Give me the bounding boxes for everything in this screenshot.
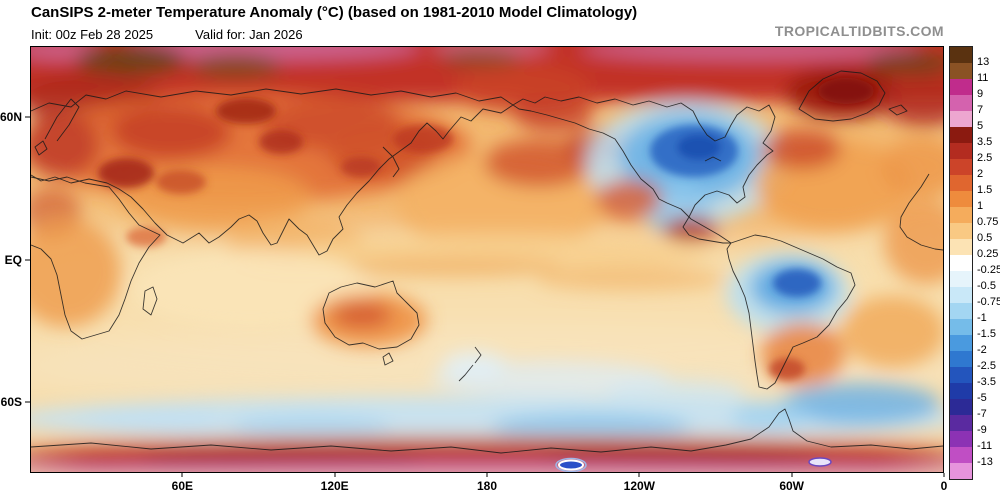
colorbar-cell: [950, 159, 972, 175]
lon-tick: [943, 473, 945, 477]
colorbar-tick-label: 0.25: [977, 248, 999, 260]
colorbar: [949, 46, 973, 480]
colorbar-cell: [950, 399, 972, 415]
run-info: Init: 00z Feb 28 2025 Valid for: Jan 2026: [31, 27, 303, 42]
colorbar-tick-label: -7: [977, 408, 987, 420]
map-canvas: [30, 46, 944, 473]
colorbar-tick-label: 11: [977, 72, 989, 84]
colorbar-cell: [950, 207, 972, 223]
colorbar-cell: [950, 223, 972, 239]
colorbar-cell: [950, 351, 972, 367]
colorbar-tick-label: 1: [977, 200, 984, 212]
colorbar-cell: [950, 431, 972, 447]
colorbar-tick-label: -0.5: [977, 280, 996, 292]
colorbar-tick-label: 13: [977, 56, 990, 68]
latitude-axis: 60N EQ 60S: [0, 46, 30, 473]
colorbar-tick-label: 9: [977, 88, 984, 100]
lon-label: 120E: [320, 479, 349, 493]
colorbar-tick-label: 0.75: [977, 216, 999, 228]
coastline-layer: [31, 70, 943, 454]
colorbar-tick-label: -5: [977, 392, 987, 404]
colorbar-cell: [950, 111, 972, 127]
lat-tick: [25, 259, 30, 260]
map-svg: [31, 47, 943, 472]
colorbar-tick-label: -2.5: [977, 360, 996, 372]
valid-time-label: Valid for: Jan 2026: [195, 27, 303, 42]
colorbar-tick-label: -0.75: [977, 296, 1000, 308]
lat-label: EQ: [4, 252, 22, 267]
colorbar-cell: [950, 319, 972, 335]
colorbar-tick-label: 2.5: [977, 152, 993, 164]
lat-label: 60N: [0, 110, 22, 125]
colorbar-cell: [950, 95, 972, 111]
colorbar-tick-label: -13: [977, 456, 993, 468]
lat-tick: [25, 116, 30, 118]
lon-tick: [486, 473, 488, 477]
lon-tick: [638, 473, 640, 477]
colorbar-tick-label: -3.5: [977, 376, 996, 388]
anomaly-detail-layer: [98, 78, 874, 380]
colorbar-cell: [950, 335, 972, 351]
init-time-label: Init: 00z Feb 28 2025: [31, 27, 154, 42]
colorbar-tick-label: 5: [977, 120, 984, 132]
colorbar-tick-label: -11: [977, 440, 993, 452]
colorbar-tick-label: -2: [977, 344, 987, 356]
lat-tick: [25, 401, 30, 403]
page-title: CanSIPS 2-meter Temperature Anomaly (°C)…: [31, 4, 638, 21]
lon-label: 60W: [779, 479, 804, 493]
colorbar-cell: [950, 255, 972, 271]
colorbar-cell: [950, 367, 972, 383]
colorbar-cell: [950, 63, 972, 79]
colorbar-tick-label: -9: [977, 424, 987, 436]
colorbar-cell: [950, 383, 972, 399]
colorbar-cell: [950, 175, 972, 191]
lon-label: 180: [476, 479, 498, 493]
colorbar-cell: [950, 79, 972, 95]
colorbar-cell: [950, 239, 972, 255]
colorbar-tick-label: 7: [977, 104, 984, 116]
colorbar-cell: [950, 415, 972, 431]
colorbar-cell: [950, 127, 972, 143]
colorbar-cell: [950, 47, 972, 63]
colorbar-cell: [950, 463, 972, 479]
colorbar-tick-label: 0.5: [977, 232, 993, 244]
lat-label: 60S: [0, 394, 22, 409]
colorbar-cell: [950, 303, 972, 319]
lon-tick: [791, 473, 793, 477]
colorbar-tick-label: -1.5: [977, 328, 996, 340]
colorbar-cell: [950, 191, 972, 207]
colorbar-tick-label: 2: [977, 168, 984, 180]
longitude-axis: 60E 120E 180 120W 60W 0: [30, 473, 947, 497]
colorbar-tick-label: 1.5: [977, 184, 993, 196]
colorbar-tick-label: -0.25: [977, 264, 1000, 276]
colorbar-labels: 13 11 9 7 5 3.5 2.5 2 1.5 1 0.75 0.5 0.25 -0.25 -0.5 -0…: [977, 46, 1000, 480]
lon-tick: [334, 473, 336, 477]
colorbar-cell: [950, 271, 972, 287]
site-watermark: TROPICALTIDBITS.COM: [774, 23, 944, 39]
lon-tick: [181, 473, 183, 477]
colorbar-cell: [950, 143, 972, 159]
colorbar-cell: [950, 287, 972, 303]
lon-label: 60E: [171, 479, 194, 493]
lon-label: 0: [940, 479, 948, 493]
colorbar-tick-label: 3.5: [977, 136, 993, 148]
lon-label: 120W: [623, 479, 656, 493]
colorbar-cell: [950, 447, 972, 463]
antarctic-cold-spots: [555, 457, 832, 472]
colorbar-tick-label: -1: [977, 312, 987, 324]
